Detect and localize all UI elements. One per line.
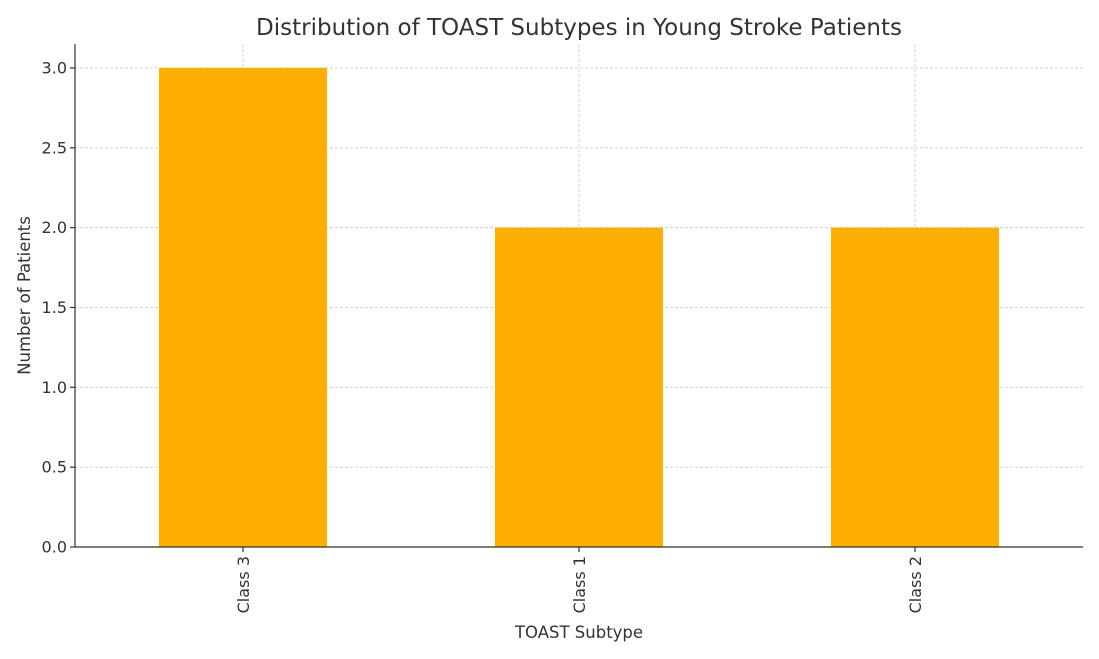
x-tick-label: Class 1 — [570, 556, 589, 613]
bar — [159, 67, 327, 547]
x-tick-label: Class 2 — [906, 556, 925, 613]
y-axis-title: Number of Patients — [15, 216, 34, 375]
x-tick-label: Class 3 — [234, 556, 253, 613]
y-tick-label: 2.0 — [42, 218, 67, 237]
chart-title: Distribution of TOAST Subtypes in Young … — [256, 15, 902, 41]
y-tick-label: 0.0 — [42, 538, 67, 557]
y-tick-label: 1.5 — [42, 298, 67, 317]
y-tick-label: 2.5 — [42, 138, 67, 157]
bar — [831, 227, 999, 547]
y-ticks: 0.0 0.5 1.0 1.5 2.0 2.5 3.0 — [42, 58, 75, 557]
x-axis-title: TOAST Subtype — [514, 623, 643, 642]
y-tick-label: 0.5 — [42, 458, 67, 477]
x-ticks: Class 3 Class 1 Class 2 — [234, 547, 925, 613]
bars-layer — [159, 67, 999, 547]
bar — [495, 227, 663, 547]
y-tick-label: 3.0 — [42, 58, 67, 77]
y-tick-label: 1.0 — [42, 378, 67, 397]
